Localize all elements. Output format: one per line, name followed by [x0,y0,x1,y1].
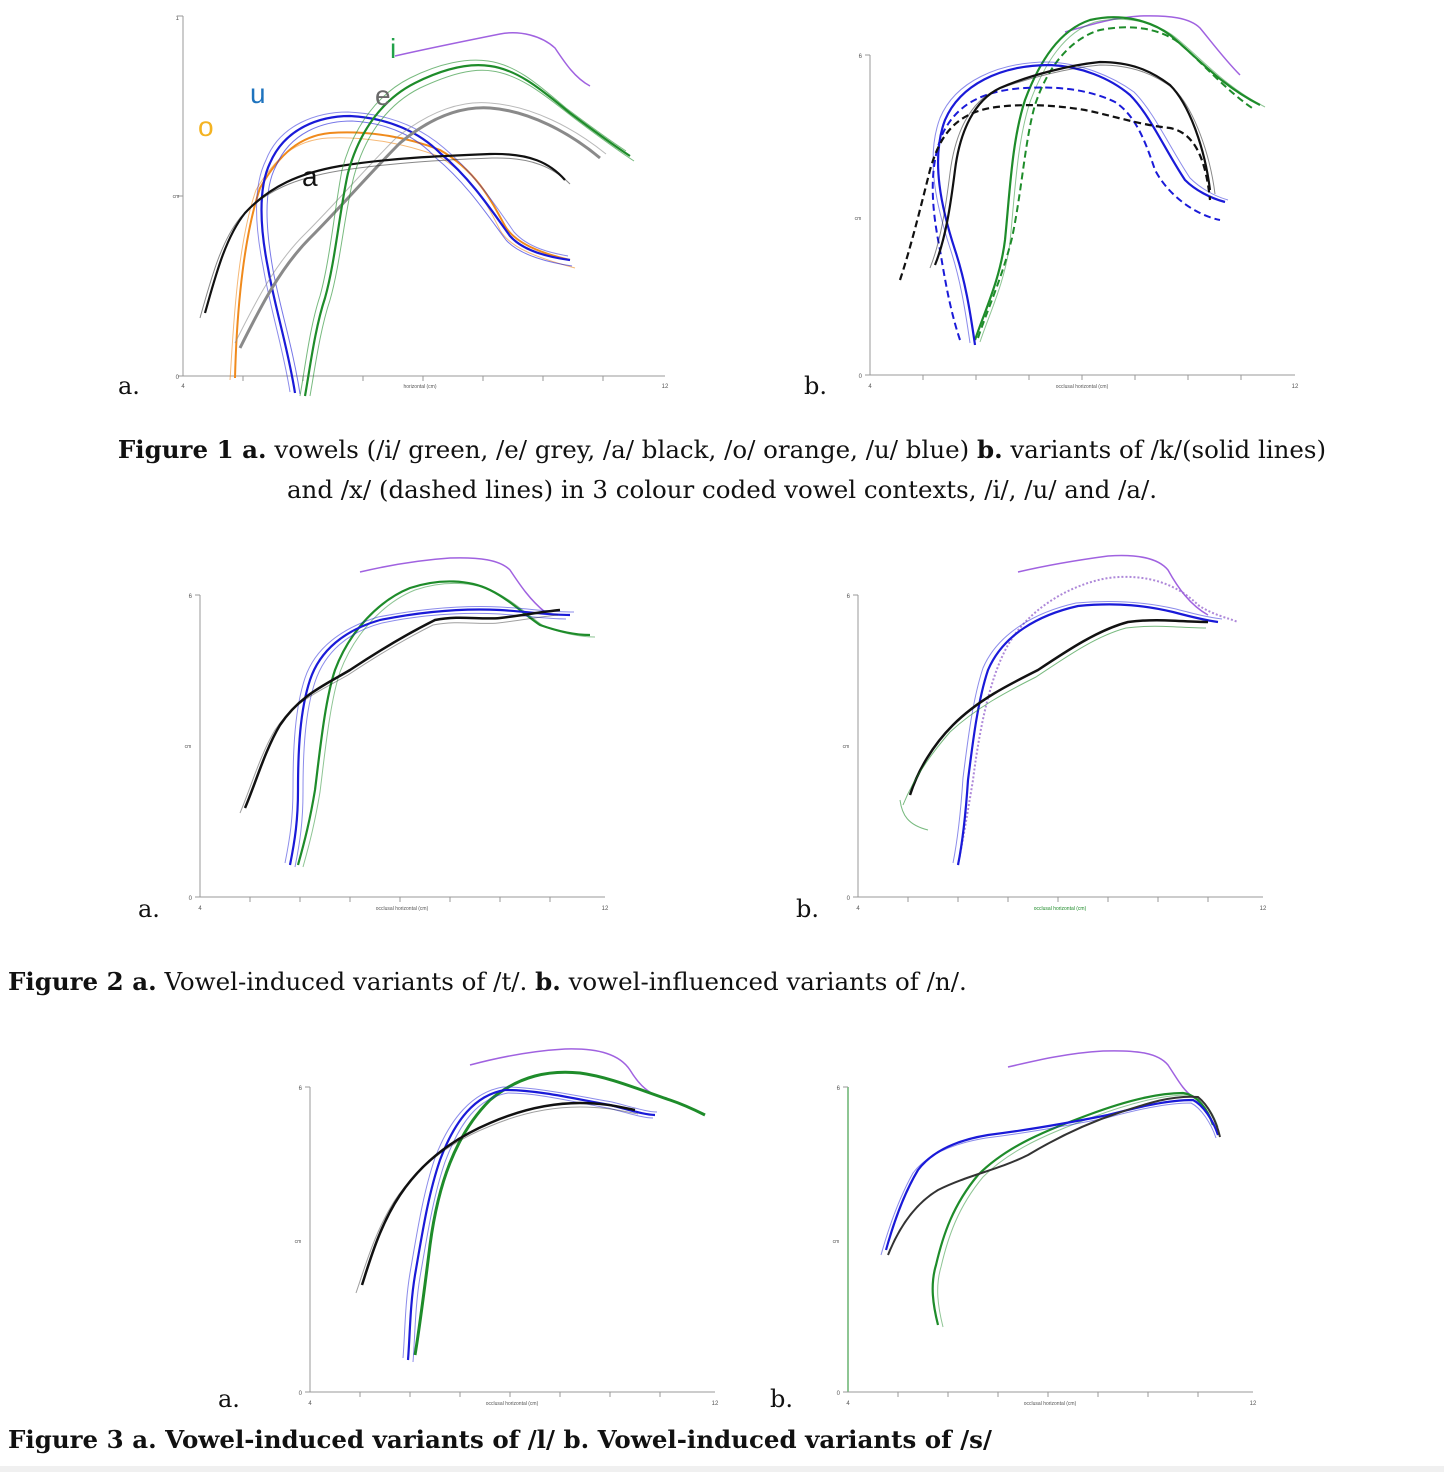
n-i-context-trace [957,575,1239,866]
palate-trace [1007,1050,1194,1098]
figure3-panel-a: 6 0 4 12 occlusal horizontal (cm) cm [295,1048,719,1407]
fig1-caption-text-a: vowels (/i/ green, /e/ grey, /a/ black, … [266,435,977,464]
y-axis-label: cm [185,744,192,750]
x-axis-label: horizontal (cm) [403,384,436,390]
x-tick-left: 4 [181,384,185,390]
fig1-caption-label-b: b. [976,435,1003,464]
label-i: i [390,33,396,64]
x-tick-right: 12 [1292,384,1299,390]
x-tick-right: 12 [1250,1401,1257,1407]
y-axis-label: cm [855,216,862,222]
n-u-context-trace [952,600,1223,866]
x-tick-right: 12 [602,906,609,912]
vowel-u-trace [256,111,573,395]
k-a-context-trace [898,60,1216,281]
fig3-panel-a-letter: a. [218,1385,240,1413]
fig1-caption-label-a: Figure 1 a. [117,435,267,464]
vowel-o-trace [229,131,576,381]
figure1-caption: Figure 1 a. vowels (/i/ green, /e/ grey,… [0,430,1444,510]
x-tick-left: 4 [846,1401,850,1407]
l-a-context-trace [355,1101,639,1294]
x-tick-right: 12 [712,1401,719,1407]
y-axis-label: cm [173,194,180,200]
figure3-caption: Figure 3 a. Vowel-induced variants of /l… [8,1425,992,1454]
x-tick-left: 4 [868,384,872,390]
y-tick-top: 6 [299,1086,303,1092]
label-a: a [302,161,318,192]
s-a-context-trace [887,1095,1221,1256]
palate-trace [1064,15,1241,76]
fig2-caption-label-a: Figure 2 a. [8,967,157,996]
bottom-strip [0,1466,1444,1472]
palate-trace [359,557,546,613]
palate-trace [394,32,591,87]
y-tick-bottom: 0 [859,374,863,380]
y-tick-top: 6 [189,594,193,600]
t-u-context-trace [284,605,575,868]
t-i-context-trace [296,580,596,868]
figure2-caption: Figure 2 a. Vowel-induced variants of /t… [8,962,1438,1002]
x-axis-label: occlusal horizontal (cm) [1024,1401,1077,1407]
y-tick-top: 6 [837,1086,841,1092]
x-tick-left: 4 [198,906,202,912]
vowel-i-trace [299,59,635,397]
y-tick-top: 1 [176,16,180,22]
fig3-panel-b-letter: b. [770,1385,793,1413]
x-axis-label: occlusal horizontal (cm) [1056,384,1109,390]
fig2-caption-label-b: b. [535,967,561,996]
x-tick-left: 4 [856,906,860,912]
y-tick-top: 6 [847,594,851,600]
y-tick-bottom: 0 [176,375,180,381]
y-axis-label: cm [295,1239,302,1245]
y-tick-bottom: 0 [837,1391,841,1397]
fig1-panel-b-letter: b. [804,372,827,400]
figure1-panel-a: 1 0 4 12 horizontal (cm) cm o u e i a [173,15,669,397]
palate-trace [469,1048,656,1096]
y-tick-bottom: 0 [847,896,851,902]
fig1-caption-line2: and /x/ (dashed lines) in 3 colour coded… [286,475,1158,504]
y-tick-bottom: 0 [189,896,193,902]
y-tick-bottom: 0 [299,1391,303,1397]
x-tick-right: 12 [662,384,669,390]
fig2-panel-a-letter: a. [138,895,160,923]
figure1-panel-b: 6 0 4 12 occlusal horizontal (cm) cm [855,15,1299,390]
label-o: o [198,111,214,142]
t-a-context-trace [239,608,561,814]
y-axis-label: cm [843,744,850,750]
x-axis-label: occlusal horizontal (cm) [376,906,429,912]
y-tick-top: 6 [859,54,863,60]
label-u: u [250,78,266,109]
vowel-e-trace [234,102,607,349]
fig2-caption-text-a: Vowel-induced variants of /t/. [156,967,536,996]
s-i-context-trace [931,1091,1219,1328]
x-axis-label: occlusal horizontal (cm) [486,1401,539,1407]
figure3-panel-b: 6 0 4 12 occlusal horizontal (cm) cm [833,1050,1257,1407]
x-tick-left: 4 [308,1401,312,1407]
label-e: e [375,80,391,111]
l-u-context-trace [402,1086,658,1363]
fig2-caption-text-b: vowel-influenced variants of /n/. [560,967,967,996]
x-axis-label: occlusal horizontal (cm) [1034,906,1087,912]
vowel-a-trace [199,152,571,319]
fig1-caption-text-b: variants of /k/(solid lines) [1002,435,1327,464]
n-a-context-trace [899,618,1209,831]
fig2-panel-b-letter: b. [796,895,819,923]
figure2-panel-a: 6 0 4 12 occlusal horizontal (cm) cm [185,557,609,912]
fig1-panel-a-letter: a. [118,372,140,400]
y-axis-label: cm [833,1239,840,1245]
x-tick-right: 12 [1260,906,1267,912]
figure2-panel-b: 6 0 4 12 occlusal horizontal (cm) cm [843,554,1267,912]
palate-trace [1017,554,1209,616]
s-u-context-trace [880,1098,1220,1256]
